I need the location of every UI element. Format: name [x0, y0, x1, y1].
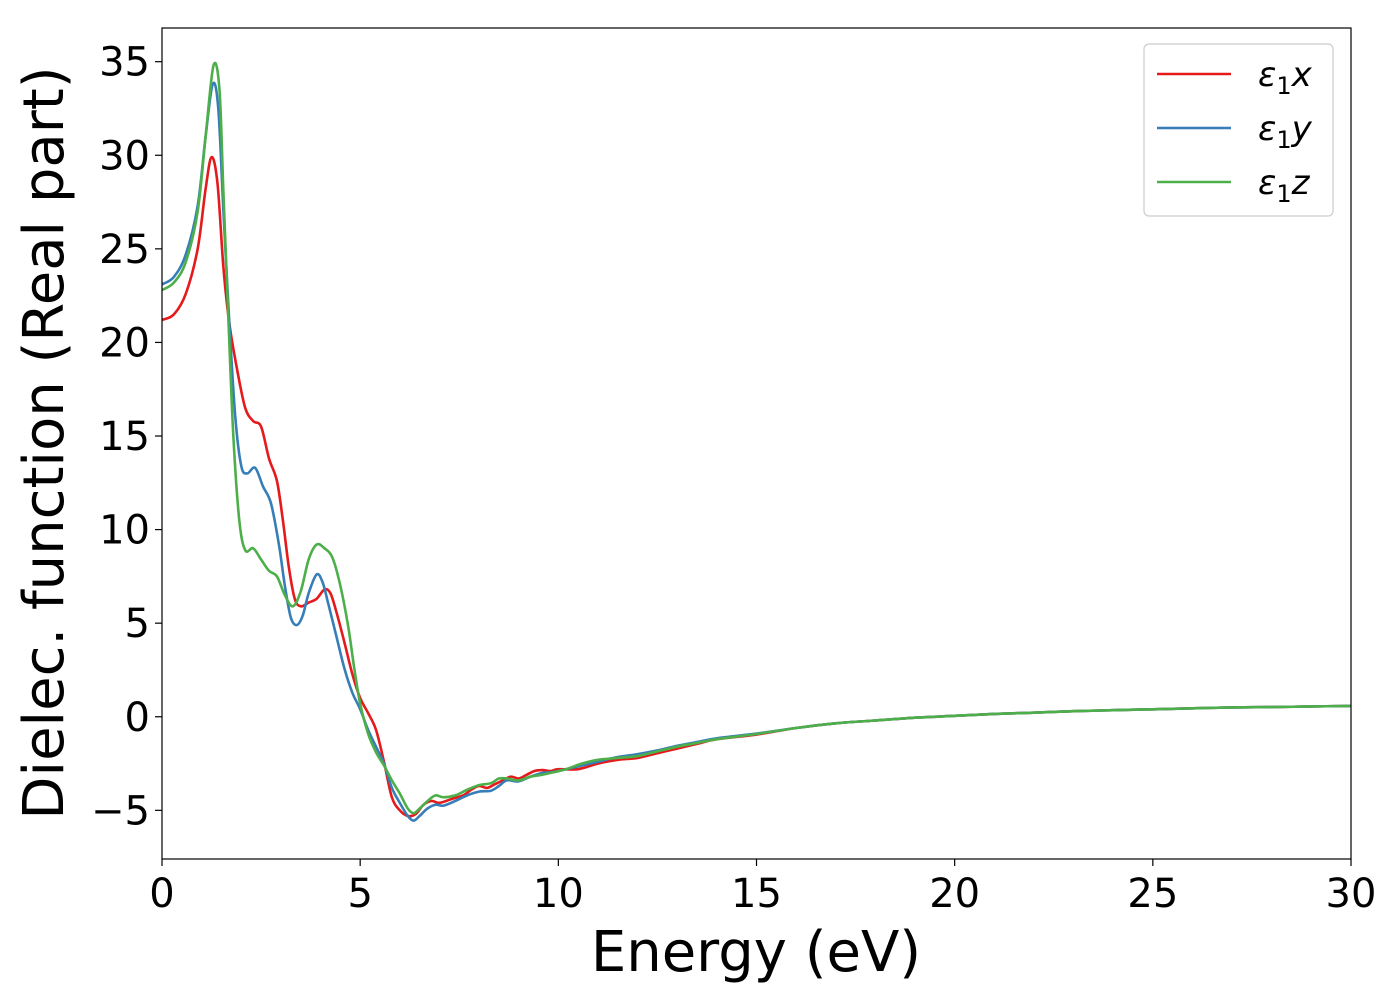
y-tick-label: −5: [91, 788, 150, 834]
y-tick-label: 25: [99, 227, 150, 273]
legend-label-axis: y: [1291, 109, 1313, 149]
legend-label-subscript: 1: [1276, 126, 1291, 154]
x-axis-label: Energy (eV): [591, 920, 921, 985]
series-line-z: [161, 61, 1352, 815]
series-layer: [161, 61, 1352, 822]
y-axis-label: Dielec. function (Real part): [12, 66, 77, 819]
legend-label-base: ε: [1258, 109, 1276, 149]
x-tick-label: 20: [929, 871, 980, 917]
y-tick-label: 30: [99, 133, 150, 179]
legend-label-y: ε1y: [1258, 109, 1313, 154]
legend-box: [1143, 43, 1334, 217]
legend-label-axis: z: [1291, 163, 1311, 203]
x-tick-label: 25: [1127, 871, 1178, 917]
x-tick-label: 0: [149, 871, 174, 917]
y-tick-label: 5: [125, 601, 150, 647]
y-tick-label: 15: [99, 414, 150, 460]
x-tick-label: 30: [1326, 871, 1377, 917]
legend-label-base: ε: [1258, 163, 1276, 203]
x-tick-label: 15: [731, 871, 782, 917]
x-axis: 0 5 10 15 20 25 30: [149, 859, 1376, 917]
y-tick-label: 35: [99, 40, 150, 86]
y-tick-label: 10: [99, 508, 150, 554]
legend-label-x: ε1x: [1258, 55, 1313, 100]
y-tick-label: 20: [99, 320, 150, 366]
x-tick-label: 10: [533, 871, 584, 917]
legend-label-subscript: 1: [1276, 180, 1291, 208]
y-tick-label: 0: [125, 695, 150, 741]
legend-label-z: ε1z: [1258, 163, 1311, 208]
legend-label-axis: x: [1291, 55, 1313, 95]
y-axis: −5 0 5 10 15 20 25 30 35: [91, 40, 162, 834]
x-tick-label: 5: [347, 871, 372, 917]
legend-label-subscript: 1: [1276, 72, 1291, 100]
legend-label-base: ε: [1258, 55, 1276, 95]
